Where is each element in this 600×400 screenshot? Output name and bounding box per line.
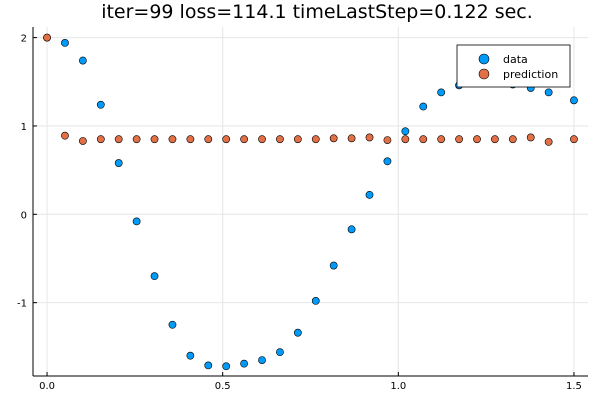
data-point xyxy=(365,190,374,199)
data-point xyxy=(311,296,320,305)
legend: data prediction xyxy=(456,44,571,88)
prediction-point xyxy=(508,135,517,144)
data-point xyxy=(383,157,392,166)
data-point xyxy=(150,272,159,281)
prediction-point xyxy=(114,135,123,144)
axes xyxy=(32,27,588,377)
data-point xyxy=(132,217,141,226)
plot-area xyxy=(43,33,578,371)
data-point xyxy=(419,102,428,111)
data-point xyxy=(329,261,338,270)
prediction-point xyxy=(168,135,177,144)
x-tick-label: 1.5 xyxy=(566,381,582,392)
prediction-point xyxy=(570,135,578,144)
grid xyxy=(33,27,588,376)
prediction-point xyxy=(401,135,410,144)
prediction-point xyxy=(347,134,356,143)
data-point xyxy=(240,359,249,368)
prediction-point xyxy=(132,135,141,144)
tick-labels: 0.0 0.5 1.0 1.5 -1 0 1 2 xyxy=(17,34,582,392)
y-tick-label: 0 xyxy=(21,210,27,221)
x-tick-label: 0.0 xyxy=(39,381,55,392)
data-point xyxy=(258,356,266,364)
data-point xyxy=(293,328,302,337)
chart-title: iter=99 loss=114.1 timeLastStep=0.122 se… xyxy=(101,1,533,23)
legend-marker-prediction xyxy=(478,68,490,80)
prediction-point xyxy=(240,135,249,144)
data-point xyxy=(401,127,410,136)
prediction-point xyxy=(293,135,302,144)
legend-marker-data xyxy=(478,53,490,65)
prediction-point xyxy=(437,135,446,144)
prediction-point xyxy=(258,135,266,144)
prediction-point xyxy=(204,135,213,144)
data-point xyxy=(437,88,446,97)
legend-label-data: data xyxy=(503,53,528,66)
prediction-point xyxy=(150,135,159,144)
data-point xyxy=(276,348,284,357)
data-point xyxy=(204,361,213,370)
prediction-point xyxy=(96,135,105,144)
prediction-point xyxy=(276,135,284,144)
data-point xyxy=(168,320,177,329)
prediction-point xyxy=(473,135,481,144)
data-point xyxy=(61,39,69,47)
data-point xyxy=(347,225,356,234)
prediction-point xyxy=(61,131,69,140)
series-prediction xyxy=(43,33,578,146)
data-point xyxy=(96,100,105,109)
legend-label-prediction: prediction xyxy=(503,68,558,81)
y-tick-label: 2 xyxy=(21,34,27,45)
x-tick-label: 0.5 xyxy=(215,381,231,392)
x-tick-label: 1.0 xyxy=(390,381,406,392)
y-tick-label: -1 xyxy=(17,299,27,310)
data-point xyxy=(570,96,578,105)
prediction-point xyxy=(186,135,195,144)
data-point xyxy=(78,56,87,65)
prediction-point xyxy=(78,137,87,145)
prediction-point xyxy=(329,134,338,143)
data-point xyxy=(186,351,195,360)
data-point xyxy=(114,159,123,167)
prediction-point xyxy=(526,133,535,142)
prediction-point xyxy=(383,136,392,144)
prediction-point xyxy=(455,135,463,144)
data-point xyxy=(222,362,231,371)
data-point xyxy=(544,88,553,97)
prediction-point xyxy=(222,135,231,144)
y-tick-label: 1 xyxy=(21,122,27,133)
prediction-point xyxy=(491,135,499,144)
prediction-point xyxy=(311,135,320,144)
legend-box xyxy=(456,44,571,88)
prediction-point xyxy=(419,135,428,144)
prediction-point xyxy=(43,33,51,42)
prediction-point xyxy=(544,137,553,146)
prediction-point xyxy=(365,133,374,142)
